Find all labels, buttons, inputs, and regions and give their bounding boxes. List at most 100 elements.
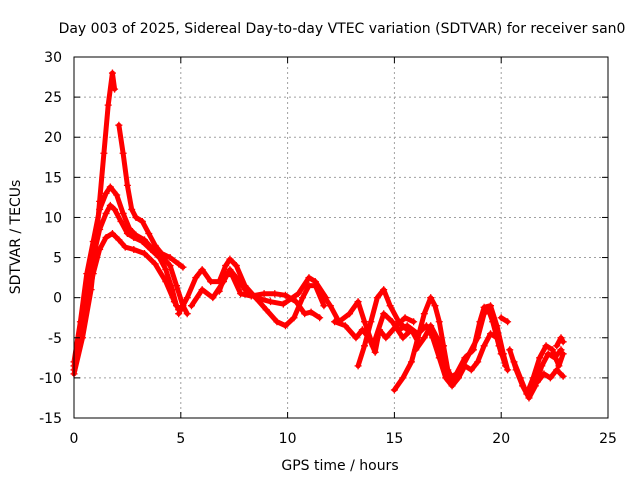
data-point bbox=[420, 310, 428, 318]
y-tick-label: 0 bbox=[53, 291, 62, 307]
data-point bbox=[360, 318, 368, 326]
data-point bbox=[440, 358, 448, 366]
series-track-5 bbox=[115, 121, 187, 271]
data-point bbox=[247, 292, 255, 300]
data-point bbox=[87, 286, 95, 294]
data-point bbox=[360, 342, 368, 350]
data-point bbox=[559, 350, 567, 358]
data-point bbox=[175, 310, 183, 318]
data-point bbox=[454, 374, 462, 382]
data-point bbox=[446, 374, 454, 382]
data-point bbox=[138, 217, 146, 225]
data-point bbox=[166, 254, 174, 262]
data-point bbox=[386, 302, 394, 310]
data-point bbox=[226, 266, 234, 274]
data-point bbox=[151, 242, 159, 250]
chart-title: Day 003 of 2025, Sidereal Day-to-day VTE… bbox=[59, 21, 626, 37]
data-point bbox=[128, 205, 136, 213]
series-trace bbox=[71, 184, 190, 365]
data-point bbox=[102, 189, 110, 197]
data-point bbox=[316, 314, 324, 322]
x-tick-label: 25 bbox=[599, 431, 617, 447]
data-point bbox=[382, 334, 390, 342]
data-point bbox=[162, 278, 170, 286]
data-point bbox=[166, 262, 174, 270]
data-point bbox=[119, 209, 127, 217]
y-tick-label: 5 bbox=[53, 251, 62, 267]
series-track-4 bbox=[70, 69, 119, 378]
y-axis-label: SDTVAR / TECUs bbox=[8, 180, 24, 295]
data-point bbox=[158, 250, 166, 258]
data-point bbox=[420, 334, 428, 342]
data-point bbox=[388, 318, 396, 326]
data-point bbox=[316, 286, 324, 294]
data-point bbox=[534, 378, 542, 386]
data-point bbox=[354, 362, 362, 370]
data-point bbox=[262, 306, 270, 314]
data-point bbox=[352, 334, 360, 342]
grid bbox=[74, 57, 608, 418]
data-point bbox=[431, 302, 439, 310]
data-point bbox=[140, 250, 148, 258]
data-point bbox=[183, 294, 191, 302]
data-point bbox=[198, 266, 206, 274]
data-point bbox=[493, 322, 501, 330]
data-point bbox=[106, 183, 114, 191]
data-point bbox=[138, 238, 146, 246]
data-point bbox=[170, 298, 178, 306]
data-point bbox=[553, 366, 561, 374]
data-point bbox=[373, 294, 381, 302]
data-point bbox=[271, 290, 279, 298]
data-point bbox=[480, 303, 488, 311]
data-point bbox=[399, 334, 407, 342]
data-point bbox=[346, 310, 354, 318]
series-trace bbox=[396, 323, 504, 389]
data-point bbox=[467, 366, 475, 374]
data-point bbox=[113, 191, 121, 199]
series-trace bbox=[413, 303, 511, 381]
data-point bbox=[232, 262, 240, 270]
data-point bbox=[476, 318, 484, 326]
data-point bbox=[290, 314, 298, 322]
x-axis-label: GPS time / hours bbox=[281, 458, 398, 474]
data-point bbox=[469, 346, 477, 354]
data-point bbox=[448, 382, 456, 390]
data-point bbox=[525, 394, 533, 402]
data-point bbox=[102, 234, 110, 241]
series-layer bbox=[70, 69, 567, 402]
data-point bbox=[553, 342, 561, 350]
data-point bbox=[371, 348, 379, 356]
x-tick-label: 0 bbox=[70, 431, 79, 447]
data-point bbox=[307, 308, 315, 316]
data-point bbox=[395, 326, 403, 334]
data-point bbox=[111, 205, 119, 213]
data-point bbox=[540, 370, 548, 378]
data-point bbox=[151, 260, 159, 268]
data-point bbox=[226, 255, 234, 263]
series-track-14 bbox=[412, 302, 512, 382]
data-point bbox=[516, 374, 524, 382]
data-point bbox=[506, 346, 514, 354]
data-point bbox=[187, 302, 195, 310]
data-point bbox=[311, 278, 319, 286]
data-point bbox=[175, 260, 183, 268]
data-point bbox=[559, 372, 567, 380]
data-point bbox=[341, 322, 349, 330]
series-track-2 bbox=[70, 201, 181, 370]
y-tick-label: 25 bbox=[44, 90, 62, 106]
data-point bbox=[401, 314, 409, 322]
data-point bbox=[102, 209, 110, 217]
series-track-8 bbox=[215, 270, 324, 322]
data-point bbox=[354, 298, 362, 306]
data-point bbox=[192, 274, 200, 282]
series-track-17 bbox=[510, 342, 567, 398]
data-point bbox=[358, 326, 366, 334]
data-point bbox=[130, 246, 138, 254]
series-track-18 bbox=[527, 366, 567, 390]
data-point bbox=[241, 286, 249, 294]
plot-frame bbox=[73, 56, 609, 419]
x-tick-label: 10 bbox=[279, 431, 297, 447]
data-point bbox=[529, 374, 537, 382]
data-point bbox=[367, 318, 375, 326]
data-point bbox=[222, 270, 230, 278]
